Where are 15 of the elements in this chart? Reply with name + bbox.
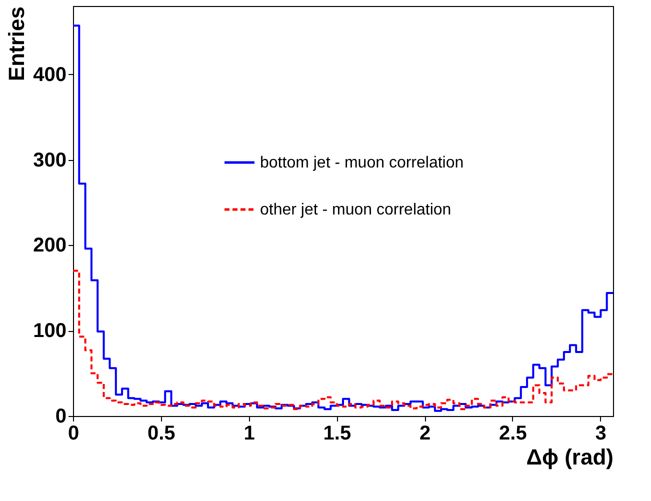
y-axis-title: Entries bbox=[4, 6, 30, 82]
y-tick-label: 100 bbox=[33, 320, 66, 342]
x-tick-label: 0.5 bbox=[147, 422, 176, 444]
legend-label: bottom jet - muon correlation bbox=[260, 154, 464, 172]
y-tick-label: 400 bbox=[33, 64, 66, 86]
x-tick-label: 3 bbox=[595, 422, 606, 444]
y-tick-label: 0 bbox=[55, 406, 66, 428]
x-tick-label: 2.5 bbox=[499, 422, 527, 444]
x-axis-title: Δϕ (rad) bbox=[526, 444, 614, 470]
y-tick-label: 300 bbox=[33, 149, 66, 172]
x-tick-label: 1.5 bbox=[323, 422, 352, 444]
legend-label: other jet - muon correlation bbox=[260, 202, 452, 218]
y-tick-label: 200 bbox=[33, 234, 66, 257]
x-tick-label: 1 bbox=[244, 422, 255, 444]
x-tick-label: 2 bbox=[420, 422, 431, 444]
